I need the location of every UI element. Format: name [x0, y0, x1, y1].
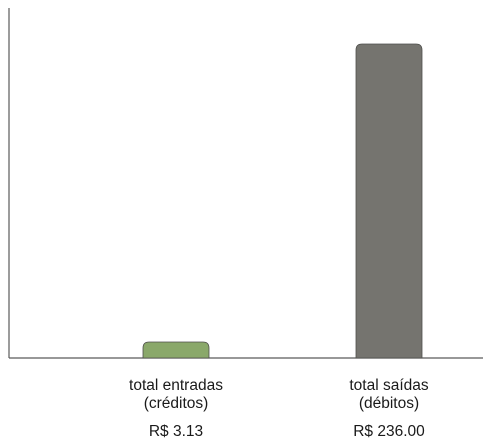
- value-label-1: R$ 3.13: [149, 423, 203, 440]
- bar-1: [142, 341, 210, 359]
- category-label-2-line-1: total saídas: [349, 377, 429, 394]
- category-label-2-line-2: (débitos): [359, 395, 419, 412]
- value-label-2: R$ 236.00: [353, 423, 425, 440]
- category-label-1-line-2: (créditos): [144, 395, 209, 412]
- bar-2: [355, 43, 423, 359]
- category-label-1-line-1: total entradas: [129, 377, 223, 394]
- category-labels: total entradas(créditos) R$ 3.13 total saí…: [129, 377, 429, 440]
- bar-series: [142, 43, 423, 359]
